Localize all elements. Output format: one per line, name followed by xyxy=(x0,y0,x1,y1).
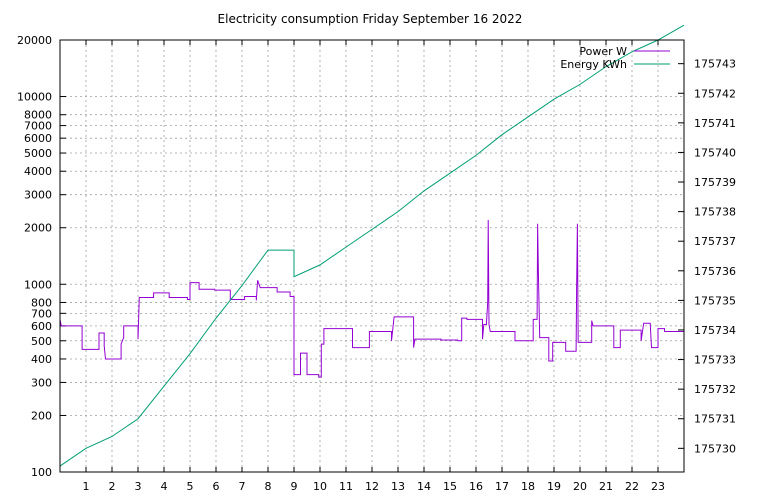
x-tick-label: 21 xyxy=(599,480,613,493)
x-tick-label: 10 xyxy=(313,480,327,493)
y-left-tick-label: 8000 xyxy=(24,109,52,122)
plot-frame xyxy=(59,39,685,473)
x-tick-label: 11 xyxy=(339,480,353,493)
y-left-tick-label: 400 xyxy=(31,353,52,366)
x-tick-label: 2 xyxy=(109,480,116,493)
y-left-tick-label: 2000 xyxy=(24,222,52,235)
y-left-tick-label: 300 xyxy=(31,376,52,389)
x-tick-label: 12 xyxy=(365,480,379,493)
y-right-tick-label: 175731 xyxy=(694,413,736,426)
y-left-tick-label: 7000 xyxy=(24,120,52,133)
y-right-tick-label: 175738 xyxy=(694,206,736,219)
y-right-tick-label: 175737 xyxy=(694,235,736,248)
x-tick-label: 15 xyxy=(443,480,457,493)
x-tick-label: 7 xyxy=(239,480,246,493)
x-tick-label: 16 xyxy=(469,480,483,493)
y-left-tick-label: 5000 xyxy=(24,147,52,160)
x-tick-label: 18 xyxy=(521,480,535,493)
x-tick-label: 6 xyxy=(213,480,220,493)
y-left-tick-label: 1000 xyxy=(24,278,52,291)
x-tick-label: 13 xyxy=(391,480,405,493)
y-left-tick-label: 100 xyxy=(31,466,52,479)
y-right-tick-label: 175741 xyxy=(694,117,736,130)
power-series-line xyxy=(59,219,684,378)
x-tick-label: 19 xyxy=(547,480,561,493)
y-left-tick-label: 20000 xyxy=(17,34,52,47)
y-right-tick-label: 175740 xyxy=(694,146,736,159)
y-right-tick-label: 175739 xyxy=(694,176,736,189)
x-tick-label: 3 xyxy=(135,480,142,493)
x-tick-label: 20 xyxy=(573,480,587,493)
y-right-tick-label: 175736 xyxy=(694,265,736,278)
y-left-tick-label: 800 xyxy=(31,296,52,309)
x-tick-label: 8 xyxy=(265,480,272,493)
y-right-tick-label: 175743 xyxy=(694,58,736,71)
y-right-tick-label: 175735 xyxy=(694,294,736,307)
y-left-tick-label: 600 xyxy=(31,320,52,333)
y-left-tick-label: 4000 xyxy=(24,165,52,178)
x-tick-label: 17 xyxy=(495,480,509,493)
x-tick-label: 9 xyxy=(291,480,298,493)
y-right-tick-label: 175734 xyxy=(694,324,736,337)
legend: Power W Energy KWh xyxy=(560,45,670,71)
y-left-tick-label: 6000 xyxy=(24,132,52,145)
y-right-tick-label: 175742 xyxy=(694,87,736,100)
x-tick-label: 1 xyxy=(83,480,90,493)
y-left-tick-label: 10000 xyxy=(17,91,52,104)
axis-ticks: 1 2 3 4 5 6 7 8 9 10 11 12 13 14 15 16 17 18 19 20 21 22 23100… xyxy=(17,34,736,493)
grid xyxy=(60,40,684,472)
y-left-tick-label: 700 xyxy=(31,307,52,320)
y-right-tick-label: 175730 xyxy=(694,442,736,455)
y-right-tick-label: 175733 xyxy=(694,354,736,367)
y-left-tick-label: 200 xyxy=(31,409,52,422)
y-right-tick-label: 175732 xyxy=(694,383,736,396)
x-tick-label: 14 xyxy=(417,480,431,493)
chart-title: Electricity consumption Friday September… xyxy=(218,12,523,26)
y-left-tick-label: 3000 xyxy=(24,189,52,202)
x-tick-label: 4 xyxy=(161,480,168,493)
x-tick-label: 22 xyxy=(625,480,639,493)
series xyxy=(59,24,685,467)
energy-series-line xyxy=(59,24,685,467)
y-left-tick-label: 500 xyxy=(31,335,52,348)
legend-label-power: Power W xyxy=(579,45,627,58)
x-tick-label: 5 xyxy=(187,480,194,493)
legend-label-energy: Energy KWh xyxy=(560,58,627,71)
x-tick-label: 23 xyxy=(651,480,665,493)
